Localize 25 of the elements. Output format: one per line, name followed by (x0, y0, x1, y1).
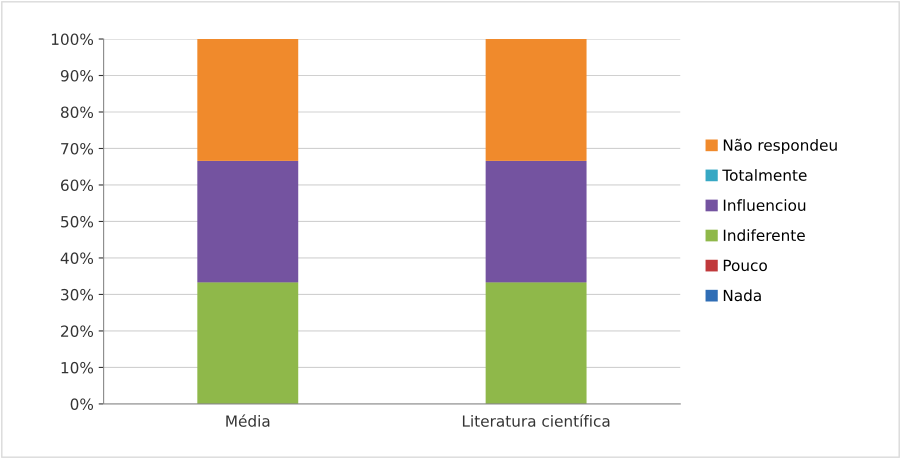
y-tick-label: 20% (61, 325, 94, 337)
y-tick-label: 10% (62, 362, 94, 374)
y-tick-label: 80% (60, 106, 94, 118)
legend-label: Influenciou (724, 199, 806, 211)
bar (486, 160, 587, 282)
legend-label: Pouco (724, 260, 767, 272)
legend-label: Nada (724, 289, 761, 302)
bar (486, 39, 587, 161)
y-tick-label: 70% (61, 142, 94, 155)
legend-label: Indiferente (724, 229, 805, 242)
legend-label: Totalmente (722, 169, 807, 181)
bar (486, 282, 587, 404)
y-tick-label: 100% (52, 33, 94, 46)
x-tick-label: Média (226, 414, 270, 427)
y-tick-label: 40% (60, 252, 94, 264)
x-tick-label: Literatura científica (462, 414, 610, 427)
y-tick-label: 30% (61, 288, 94, 300)
legend-label: Não respondeu (724, 138, 837, 154)
y-tick-label: 0% (70, 398, 94, 410)
bar (197, 160, 298, 282)
y-tick-label: 60% (61, 179, 94, 191)
bar (197, 39, 298, 161)
y-tick-label: 50% (61, 216, 94, 228)
bar (197, 282, 298, 404)
y-tick-label: 90% (60, 70, 94, 82)
